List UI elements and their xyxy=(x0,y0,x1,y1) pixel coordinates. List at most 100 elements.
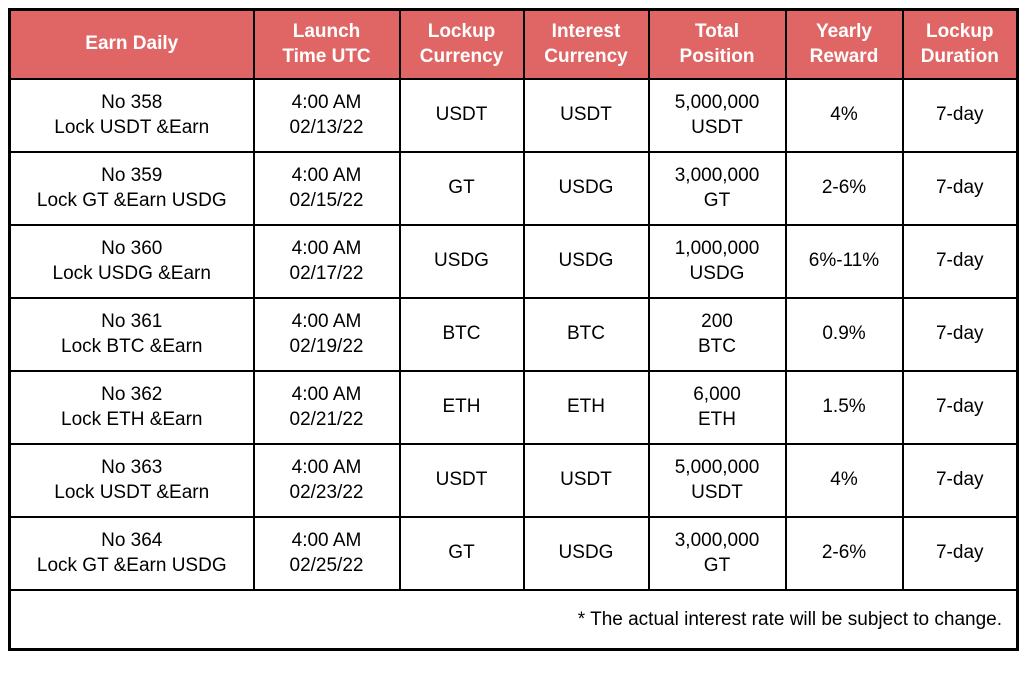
total-position-currency: GT xyxy=(703,554,731,576)
cell-lockup-duration: 7-day xyxy=(901,370,1019,445)
cell-earn-daily: No 359 Lock GT &Earn USDG xyxy=(8,151,255,226)
cell-launch-time: 4:00 AM 02/25/22 xyxy=(252,516,401,591)
cell-launch-time: 4:00 AM 02/21/22 xyxy=(252,370,401,445)
total-position-currency: BTC xyxy=(698,335,736,357)
cell-lockup-currency: USDT xyxy=(398,78,525,153)
cell-lockup-currency: USDT xyxy=(398,443,525,518)
footnote-row: * The actual interest rate will be subje… xyxy=(8,589,1019,651)
footnote: * The actual interest rate will be subje… xyxy=(8,589,1019,651)
header-interest-currency: Interest Currency xyxy=(522,8,650,80)
cell-interest-currency: USDG xyxy=(522,516,650,591)
cell-yearly-reward: 4% xyxy=(784,443,904,518)
launch-date: 02/25/22 xyxy=(289,554,364,576)
table-row: No 359 Lock GT &Earn USDG 4:00 AM 02/15/… xyxy=(8,151,1019,226)
cell-earn-daily: No 361 Lock BTC &Earn xyxy=(8,297,255,372)
total-position-amount: 6,000 xyxy=(693,383,741,405)
product-number: No 364 xyxy=(101,529,163,551)
cell-lockup-duration: 7-day xyxy=(901,443,1019,518)
product-title: Lock USDT &Earn xyxy=(54,481,210,503)
total-position-amount: 3,000,000 xyxy=(674,164,760,186)
launch-date: 02/23/22 xyxy=(289,481,364,503)
cell-interest-currency: ETH xyxy=(522,370,650,445)
header-label: Total xyxy=(695,20,739,42)
total-position-amount: 3,000,000 xyxy=(674,529,760,551)
cell-lockup-currency: GT xyxy=(398,151,525,226)
cell-total-position: 200 BTC xyxy=(647,297,787,372)
cell-interest-currency: USDT xyxy=(522,78,650,153)
launch-time: 4:00 AM xyxy=(291,164,362,186)
cell-earn-daily: No 360 Lock USDG &Earn xyxy=(8,224,255,299)
cell-launch-time: 4:00 AM 02/15/22 xyxy=(252,151,401,226)
header-label: Time UTC xyxy=(282,45,371,67)
cell-lockup-currency: USDG xyxy=(398,224,525,299)
header-lockup-currency: Lockup Currency xyxy=(398,8,525,80)
launch-time: 4:00 AM xyxy=(291,310,362,332)
cell-lockup-currency: BTC xyxy=(398,297,525,372)
cell-total-position: 5,000,000 USDT xyxy=(647,443,787,518)
earn-daily-table: Earn Daily Launch Time UTC Lockup Curren… xyxy=(8,8,1019,651)
total-position-amount: 200 xyxy=(701,310,733,332)
cell-yearly-reward: 2-6% xyxy=(784,151,904,226)
header-label: Position xyxy=(679,45,755,67)
cell-earn-daily: No 364 Lock GT &Earn USDG xyxy=(8,516,255,591)
total-position-currency: GT xyxy=(703,189,731,211)
header-lockup-duration: Lockup Duration xyxy=(901,8,1019,80)
product-number: No 362 xyxy=(101,383,163,405)
launch-date: 02/17/22 xyxy=(289,262,364,284)
cell-lockup-duration: 7-day xyxy=(901,151,1019,226)
cell-yearly-reward: 4% xyxy=(784,78,904,153)
total-position-currency: USDT xyxy=(691,481,743,503)
cell-interest-currency: USDG xyxy=(522,224,650,299)
cell-yearly-reward: 1.5% xyxy=(784,370,904,445)
launch-date: 02/15/22 xyxy=(289,189,364,211)
product-title: Lock GT &Earn USDG xyxy=(36,189,227,211)
header-label: Yearly xyxy=(816,20,872,42)
launch-date: 02/21/22 xyxy=(289,408,364,430)
product-number: No 359 xyxy=(101,164,163,186)
launch-time: 4:00 AM xyxy=(291,383,362,405)
total-position-currency: USDG xyxy=(689,262,745,284)
table-row: No 363 Lock USDT &Earn 4:00 AM 02/23/22 … xyxy=(8,443,1019,518)
product-title: Lock USDT &Earn xyxy=(54,116,210,138)
cell-lockup-currency: ETH xyxy=(398,370,525,445)
table-row: No 364 Lock GT &Earn USDG 4:00 AM 02/25/… xyxy=(8,516,1019,591)
cell-earn-daily: No 362 Lock ETH &Earn xyxy=(8,370,255,445)
header-row: Earn Daily Launch Time UTC Lockup Curren… xyxy=(8,8,1019,80)
table-row: No 358 Lock USDT &Earn 4:00 AM 02/13/22 … xyxy=(8,78,1019,153)
launch-time: 4:00 AM xyxy=(291,456,362,478)
cell-launch-time: 4:00 AM 02/17/22 xyxy=(252,224,401,299)
table-row: No 362 Lock ETH &Earn 4:00 AM 02/21/22 E… xyxy=(8,370,1019,445)
cell-total-position: 1,000,000 USDG xyxy=(647,224,787,299)
header-yearly-reward: Yearly Reward xyxy=(784,8,904,80)
cell-lockup-duration: 7-day xyxy=(901,224,1019,299)
header-launch-time: Launch Time UTC xyxy=(252,8,401,80)
cell-total-position: 5,000,000 USDT xyxy=(647,78,787,153)
header-label: Duration xyxy=(920,45,999,67)
header-label: Currency xyxy=(544,45,628,67)
product-title: Lock GT &Earn USDG xyxy=(36,554,227,576)
total-position-currency: USDT xyxy=(691,116,743,138)
cell-earn-daily: No 358 Lock USDT &Earn xyxy=(8,78,255,153)
header-label: Lockup xyxy=(925,20,994,42)
product-number: No 363 xyxy=(101,456,163,478)
table-row: No 360 Lock USDG &Earn 4:00 AM 02/17/22 … xyxy=(8,224,1019,299)
cell-lockup-duration: 7-day xyxy=(901,78,1019,153)
cell-total-position: 6,000 ETH xyxy=(647,370,787,445)
launch-time: 4:00 AM xyxy=(291,91,362,113)
header-total-position: Total Position xyxy=(647,8,787,80)
cell-interest-currency: USDT xyxy=(522,443,650,518)
cell-interest-currency: BTC xyxy=(522,297,650,372)
table-row: No 361 Lock BTC &Earn 4:00 AM 02/19/22 B… xyxy=(8,297,1019,372)
cell-launch-time: 4:00 AM 02/23/22 xyxy=(252,443,401,518)
launch-date: 02/13/22 xyxy=(289,116,364,138)
cell-lockup-duration: 7-day xyxy=(901,516,1019,591)
cell-lockup-duration: 7-day xyxy=(901,297,1019,372)
launch-time: 4:00 AM xyxy=(291,529,362,551)
total-position-amount: 5,000,000 xyxy=(674,456,760,478)
header-label: Launch xyxy=(292,20,361,42)
product-number: No 358 xyxy=(101,91,163,113)
total-position-currency: ETH xyxy=(698,408,736,430)
product-number: No 361 xyxy=(101,310,163,332)
header-label: Lockup xyxy=(427,20,496,42)
